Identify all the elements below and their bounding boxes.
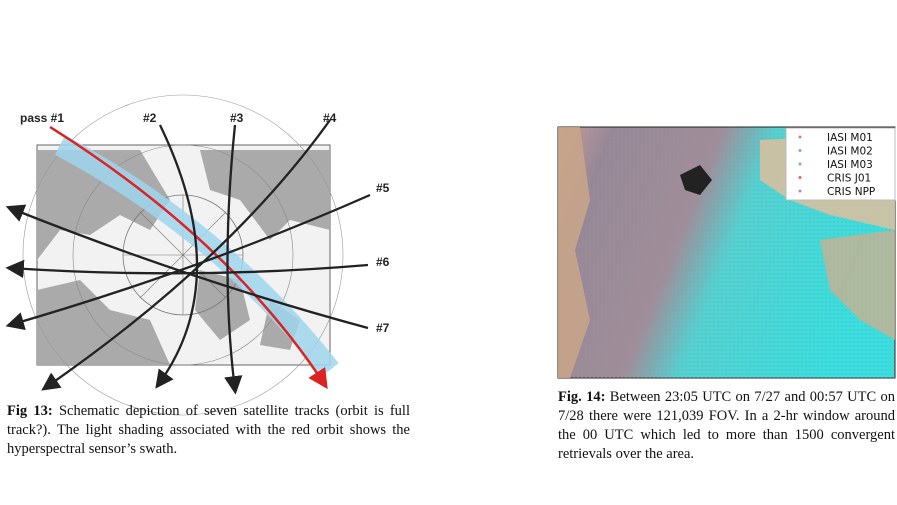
legend-label: IASI M02 <box>827 146 873 158</box>
caption-text: Schematic depiction of seven satellite t… <box>7 403 410 457</box>
track-label: #6 <box>376 255 390 269</box>
track-label: #3 <box>230 111 244 125</box>
caption-label: Fig 13: <box>7 403 53 419</box>
legend-marker <box>798 189 802 193</box>
legend-marker <box>798 149 802 152</box>
legend-label: IASI M03 <box>827 159 873 171</box>
legend-label: CRIS J01 <box>827 173 871 185</box>
legend-label: IASI M01 <box>827 132 873 144</box>
legend-label: CRIS NPP <box>827 186 875 198</box>
track-label: #2 <box>143 111 157 125</box>
track-label: #7 <box>376 321 390 335</box>
orbit-track <box>49 125 328 390</box>
caption: Fig 13: Schematic depiction of seven sat… <box>7 402 410 459</box>
retrieval-map <box>557 126 896 379</box>
caption: Fig. 14: Between 23:05 UTC on 7/27 and 0… <box>558 388 895 464</box>
track-label: #5 <box>376 181 390 195</box>
swath <box>54 135 339 377</box>
legend-marker <box>798 176 802 179</box>
legend-marker <box>798 135 802 139</box>
caption-text: Between 23:05 UTC on 7/27 and 00:57 UTC … <box>558 389 895 462</box>
track-label: pass #1 <box>20 111 64 125</box>
caption-label: Fig. 14: <box>558 389 606 405</box>
track-label: #4 <box>323 111 337 125</box>
tracks <box>5 119 371 395</box>
legend-marker <box>798 162 802 166</box>
